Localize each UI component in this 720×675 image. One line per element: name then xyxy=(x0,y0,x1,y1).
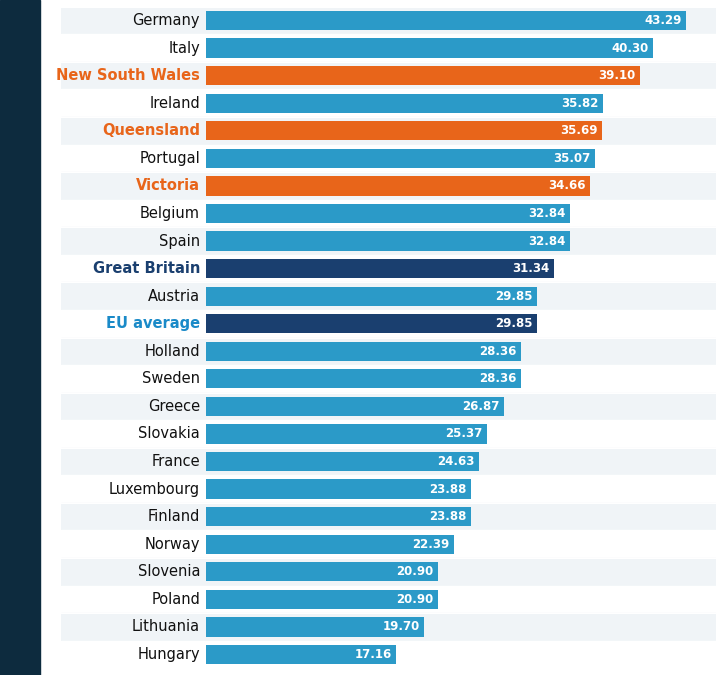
Bar xyxy=(61,255,716,282)
Bar xyxy=(61,144,716,172)
Bar xyxy=(61,503,716,531)
Text: 40.30: 40.30 xyxy=(611,42,649,55)
Text: 34.66: 34.66 xyxy=(549,180,586,192)
Text: Hungary: Hungary xyxy=(138,647,200,662)
Bar xyxy=(206,342,521,361)
Bar xyxy=(206,148,595,168)
Text: Spain: Spain xyxy=(159,234,200,248)
Bar xyxy=(61,420,716,448)
Bar xyxy=(206,452,479,471)
Bar xyxy=(61,310,716,338)
Text: 22.39: 22.39 xyxy=(413,538,450,551)
Bar xyxy=(206,286,537,306)
Bar xyxy=(61,282,716,310)
Text: 35.69: 35.69 xyxy=(560,124,598,137)
Text: Queensland: Queensland xyxy=(102,124,200,138)
Bar xyxy=(206,66,640,85)
Text: Belgium: Belgium xyxy=(140,206,200,221)
Bar xyxy=(61,585,716,613)
Text: 24.63: 24.63 xyxy=(437,455,474,468)
Bar xyxy=(61,641,716,668)
Text: Slovakia: Slovakia xyxy=(138,427,200,441)
Text: 20.90: 20.90 xyxy=(396,565,433,578)
Bar xyxy=(61,90,716,117)
Text: New South Wales: New South Wales xyxy=(56,68,200,83)
Text: Finland: Finland xyxy=(148,509,200,524)
Bar xyxy=(61,172,716,200)
Text: Lithuania: Lithuania xyxy=(132,620,200,634)
Bar xyxy=(206,562,438,581)
Text: 43.29: 43.29 xyxy=(644,14,682,27)
Text: Germany: Germany xyxy=(132,13,200,28)
Bar xyxy=(61,200,716,227)
Bar xyxy=(61,558,716,585)
Bar xyxy=(206,121,602,140)
Text: 20.90: 20.90 xyxy=(396,593,433,606)
Text: Portugal: Portugal xyxy=(139,151,200,166)
Text: EU average: EU average xyxy=(106,316,200,331)
Text: Poland: Poland xyxy=(151,592,200,607)
Bar xyxy=(61,613,716,641)
Text: 29.85: 29.85 xyxy=(495,290,533,302)
Bar xyxy=(61,227,716,255)
Bar xyxy=(61,338,716,365)
Text: 29.85: 29.85 xyxy=(495,317,533,330)
Text: 35.82: 35.82 xyxy=(562,97,599,110)
Bar xyxy=(206,204,570,223)
Bar xyxy=(206,590,438,609)
Bar xyxy=(206,176,590,196)
Text: Slovenia: Slovenia xyxy=(138,564,200,579)
Bar xyxy=(61,393,716,420)
Text: France: France xyxy=(151,454,200,469)
Bar xyxy=(206,617,424,637)
Text: 23.88: 23.88 xyxy=(429,483,467,495)
Text: 32.84: 32.84 xyxy=(528,207,566,220)
Text: Greece: Greece xyxy=(148,399,200,414)
Text: Italy: Italy xyxy=(168,40,200,55)
Bar xyxy=(61,117,716,144)
Bar xyxy=(206,11,686,30)
Bar xyxy=(61,62,716,90)
Text: 39.10: 39.10 xyxy=(598,69,635,82)
Text: 31.34: 31.34 xyxy=(512,262,549,275)
Bar xyxy=(206,259,554,278)
Bar xyxy=(61,34,716,62)
Bar xyxy=(61,7,716,34)
Text: 28.36: 28.36 xyxy=(479,373,516,385)
Text: Austria: Austria xyxy=(148,289,200,304)
Text: Sweden: Sweden xyxy=(142,371,200,386)
Text: Great Britain: Great Britain xyxy=(93,261,200,276)
Bar xyxy=(206,507,471,526)
Text: Luxembourg: Luxembourg xyxy=(109,481,200,497)
Bar xyxy=(61,448,716,475)
Text: 25.37: 25.37 xyxy=(446,427,483,441)
Text: Holland: Holland xyxy=(145,344,200,359)
Bar xyxy=(206,94,603,113)
Bar xyxy=(206,535,454,554)
Text: Ireland: Ireland xyxy=(149,96,200,111)
Bar xyxy=(206,397,504,416)
Bar xyxy=(61,475,716,503)
Bar xyxy=(206,645,396,664)
Text: 32.84: 32.84 xyxy=(528,234,566,248)
Bar xyxy=(206,232,570,250)
Text: 26.87: 26.87 xyxy=(462,400,500,413)
Bar xyxy=(206,369,521,389)
Text: Norway: Norway xyxy=(145,537,200,551)
Text: 17.16: 17.16 xyxy=(354,648,392,661)
Bar xyxy=(61,365,716,393)
Bar xyxy=(206,425,487,443)
Bar xyxy=(61,531,716,558)
Text: 23.88: 23.88 xyxy=(429,510,467,523)
Text: 35.07: 35.07 xyxy=(554,152,590,165)
Bar xyxy=(206,479,471,499)
Text: 19.70: 19.70 xyxy=(382,620,420,633)
Bar xyxy=(206,314,537,333)
Bar xyxy=(206,38,653,58)
Text: Victoria: Victoria xyxy=(136,178,200,194)
Text: 28.36: 28.36 xyxy=(479,345,516,358)
